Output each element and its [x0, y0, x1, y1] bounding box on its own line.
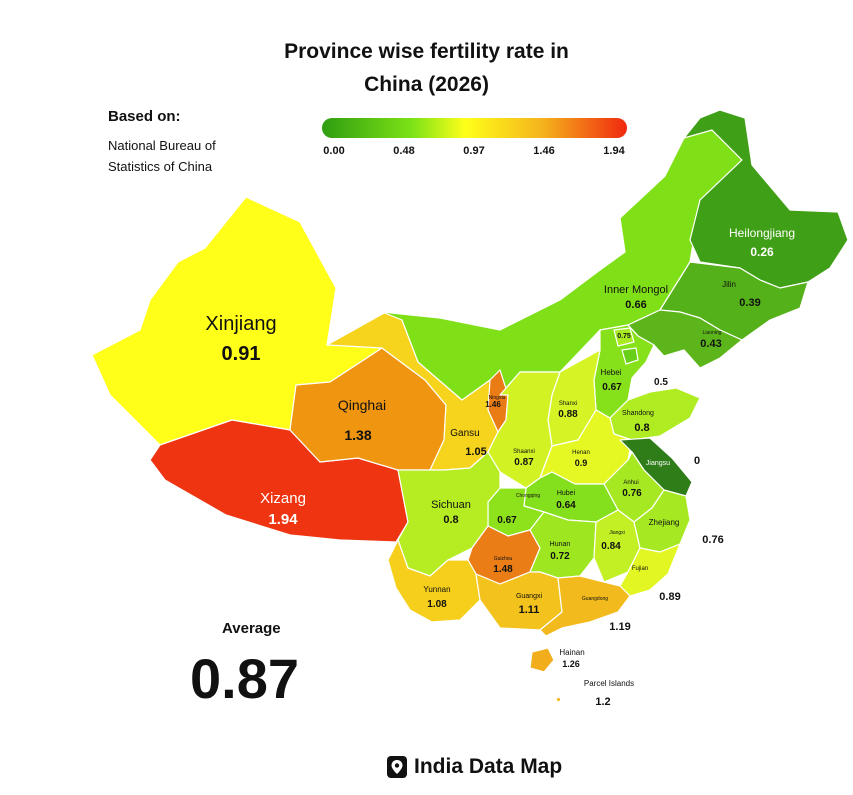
label-guangxi-value: 1.11 [519, 604, 540, 616]
label-tianjin-value: 0.5 [654, 377, 668, 388]
label-yunnan-value: 1.08 [427, 599, 447, 610]
label-xinjiang-value: 0.91 [222, 343, 261, 365]
label-hubei-name: Hubei [557, 490, 576, 497]
label-shaanxi-name: Shaanxi [513, 449, 535, 455]
label-jilin-value: 0.39 [739, 297, 760, 309]
label-hainan-name: Hainan [559, 648, 584, 657]
label-xinjiang-name: Xinjiang [205, 313, 276, 335]
region-tianjin[interactable] [621, 347, 639, 365]
label-hainan-value: 1.26 [562, 659, 580, 669]
label-yunnan-name: Yunnan [423, 585, 450, 594]
label-hubei-value: 0.64 [556, 500, 576, 511]
label-guizhou-value: 1.48 [493, 564, 513, 575]
label-jiangxi-value: 0.84 [601, 541, 621, 552]
label-parcel-value: 1.2 [595, 696, 610, 708]
map-title-line1: Province wise fertility rate in [284, 40, 569, 63]
label-gansu-value: 1.05 [465, 446, 486, 458]
label-liaoning-value: 0.43 [700, 338, 721, 350]
legend-color-bar [322, 118, 627, 138]
label-jiangsu-value: 0 [694, 455, 700, 467]
label-guizhou-name: Guizhou [494, 556, 513, 562]
legend-tick-4: 1.94 [603, 145, 625, 157]
label-heilongjiang-name: Heilongjiang [729, 226, 795, 240]
source-text: National Bureau of Statistics of China [108, 138, 216, 174]
label-guangxi-name: Guangxi [516, 593, 543, 600]
region-parcel-islands[interactable] [555, 696, 562, 703]
label-sichuan-name: Sichuan [431, 499, 471, 511]
label-gansu-name: Gansu [450, 428, 479, 439]
brand-name: India Data Map [414, 755, 563, 778]
label-zhejiang-value: 0.76 [702, 534, 723, 546]
label-henan-name: Henan [572, 450, 590, 456]
label-anhui-name: Anhui [623, 480, 638, 486]
label-shanxi-value: 0.88 [558, 409, 578, 420]
label-ningxia-name: Ningxia [489, 395, 506, 401]
label-hunan-name: Hunan [550, 541, 571, 548]
label-chongqing-value: 0.67 [497, 515, 517, 526]
label-ningxia-value: 1.46 [485, 400, 501, 409]
average-label: Average [222, 620, 281, 637]
label-inner-mongol-name: Inner Mongol [604, 284, 668, 296]
label-shandong-name: Shandong [622, 410, 654, 417]
legend-tick-2: 0.97 [463, 145, 485, 157]
label-xizang-value: 1.94 [268, 511, 298, 528]
region-guangdong[interactable] [539, 575, 631, 637]
label-hebei-name: Hebei [601, 368, 622, 377]
label-heilongjiang-value: 0.26 [750, 245, 774, 259]
label-guangdong-value: 1.19 [609, 621, 630, 633]
label-anhui-value: 0.76 [622, 488, 642, 499]
label-shandong-value: 0.8 [634, 422, 649, 434]
label-liaoning-name: Liaoning [703, 330, 722, 336]
label-jiangxi-name: Jiangxi [609, 530, 625, 536]
region-beijing[interactable] [613, 327, 635, 347]
label-parcel-name: Parcel Islands [584, 679, 634, 688]
label-sichuan-value: 0.8 [443, 514, 458, 526]
legend-tick-3: 1.46 [533, 145, 555, 157]
label-zhejiang-name: Zhejiang [649, 518, 680, 527]
label-shanxi-name: Shanxi [559, 401, 577, 407]
label-henan-value: 0.9 [575, 458, 588, 468]
label-guangdong-name: Guangdong [582, 596, 608, 602]
legend-tick-0: 0.00 [323, 145, 345, 157]
label-fujian-name: Fujian [632, 566, 648, 572]
label-beijing-value: 0.75 [617, 333, 631, 340]
map-title-line2: China (2026) [364, 73, 489, 96]
label-xizang-name: Xizang [260, 490, 306, 507]
label-hebei-value: 0.67 [602, 382, 622, 393]
label-jiangsu-name: Jiangsu [646, 460, 670, 467]
average-value: 0.87 [190, 647, 299, 710]
brand: India Data Map [386, 755, 562, 779]
source-heading: Based on: [108, 108, 181, 125]
label-qinghai-value: 1.38 [344, 427, 371, 443]
label-jilin-name: Jilin [722, 280, 736, 289]
label-qinghai-name: Qinghai [338, 397, 386, 413]
region-hainan[interactable] [529, 647, 555, 673]
label-inner-mongol-value: 0.66 [625, 299, 646, 311]
region-inner-mongol[interactable] [381, 117, 743, 401]
legend-tick-1: 0.48 [393, 145, 415, 157]
label-hunan-value: 0.72 [550, 551, 570, 562]
label-chongqing-name: Chongqing [516, 493, 540, 499]
map-pin-icon [387, 756, 407, 778]
region-guangxi[interactable] [475, 571, 563, 631]
label-shaanxi-value: 0.87 [514, 457, 534, 468]
label-fujian-value: 0.89 [659, 591, 680, 603]
